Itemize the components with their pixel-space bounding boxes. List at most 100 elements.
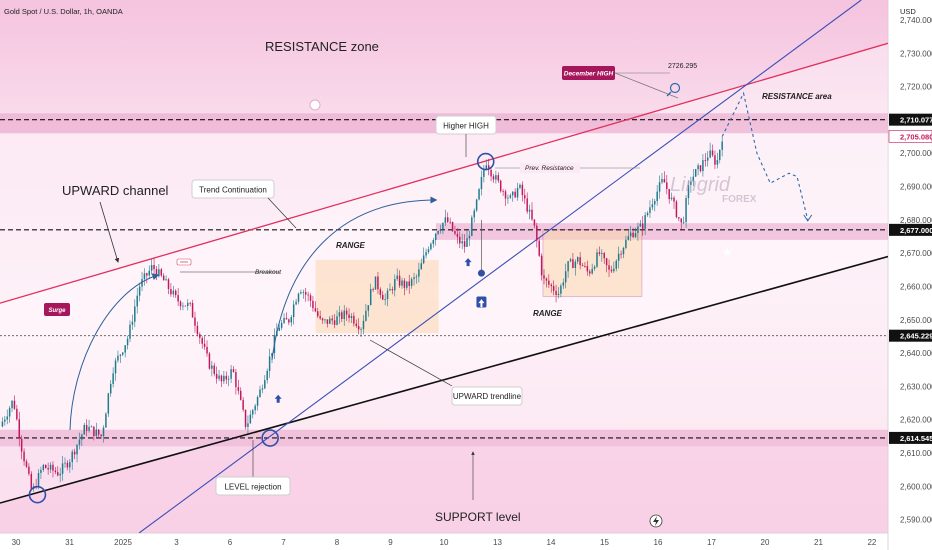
candle: [52, 461, 54, 478]
candle: [697, 163, 699, 176]
x-tick-label: 14: [547, 538, 556, 547]
candle: [420, 258, 423, 270]
candle: [719, 149, 721, 164]
candle: [288, 318, 290, 326]
candle: [454, 225, 456, 236]
candle: [30, 471, 33, 491]
y-tick-label: 2,720.000: [900, 83, 932, 92]
svg-text:Surge: Surge: [48, 308, 66, 314]
upward-channel-label: UPWARD channel: [62, 183, 169, 198]
price-axis[interactable]: 2,590.000 2,600.000 2,610.000 2,620.000 2,63…: [900, 16, 932, 525]
projection-arrowhead: [803, 214, 813, 222]
small-up-arrow-icon: [274, 394, 282, 403]
candle: [446, 212, 449, 224]
candle: [242, 397, 244, 412]
candle: [66, 460, 69, 471]
markers-layer: [28, 152, 813, 504]
candle: [499, 179, 502, 193]
candle: [605, 257, 608, 273]
candle: [644, 212, 646, 236]
x-tick-label: 21: [814, 538, 823, 547]
candle: [170, 283, 172, 297]
candle: [314, 301, 317, 313]
price-label: 2,645.229: [889, 329, 932, 342]
upward-trendline[interactable]: [138, 0, 862, 533]
x-tick-label: 31: [65, 538, 74, 547]
candle: [415, 274, 418, 284]
small-up-arrow-icon: [464, 258, 472, 267]
touch-low-marker[interactable]: [28, 485, 47, 504]
candle: [321, 317, 324, 324]
candle: [685, 195, 687, 228]
symbol-title[interactable]: Gold Spot / U.S. Dollar, 1h, OANDA: [4, 7, 123, 16]
candle: [261, 384, 264, 394]
candle: [434, 232, 437, 246]
x-tick-label: 10: [440, 538, 449, 547]
candle: [543, 269, 545, 285]
svg-text:LEVEL rejection: LEVEL rejection: [224, 483, 281, 492]
candle: [343, 305, 345, 326]
channel-upper-line[interactable]: [0, 42, 888, 304]
candle: [167, 277, 170, 295]
candle: [220, 374, 223, 388]
plot-area: RESISTANCE zone RESISTANCE area UPWARD c…: [0, 0, 888, 533]
candle: [649, 200, 651, 218]
candle: [495, 170, 497, 184]
candle: [172, 285, 175, 298]
candle: [203, 336, 206, 350]
candle: [548, 274, 550, 289]
currency-label: USD: [900, 7, 916, 16]
candle: [102, 425, 105, 443]
x-tick-label: 22: [867, 538, 876, 547]
candle: [105, 412, 107, 428]
channel-lower-line[interactable]: [0, 255, 888, 504]
candle: [23, 448, 25, 466]
candle: [480, 170, 483, 196]
candle: [326, 319, 329, 328]
candle: [427, 246, 430, 255]
candle: [432, 237, 435, 248]
mid-range-band[interactable]: [435, 223, 888, 240]
candle: [702, 154, 704, 177]
candle: [317, 307, 319, 318]
breakout-marker: Breakout: [176, 258, 282, 276]
candle: [610, 265, 613, 274]
projection-path[interactable]: [721, 91, 809, 220]
y-tick-label: 2,730.000: [900, 49, 932, 58]
candle: [651, 198, 654, 211]
candle: [379, 287, 382, 299]
candle: [461, 233, 463, 250]
candle: [596, 248, 598, 269]
candle: [69, 459, 71, 473]
svg-text:December HIGH: December HIGH: [564, 71, 614, 78]
candle: [76, 444, 78, 463]
candle: [456, 228, 459, 244]
candle: [625, 235, 627, 250]
lingrid-watermark: Lingrid FOREX: [670, 174, 757, 205]
candle: [138, 282, 141, 302]
candle: [557, 287, 560, 299]
svg-text:Higher HIGH: Higher HIGH: [443, 122, 489, 131]
higher-high-callout: Higher HIGH: [435, 115, 497, 157]
trend-arrow: [271, 196, 438, 361]
candle: [709, 142, 711, 159]
candle: [593, 265, 596, 271]
candle: [682, 216, 685, 225]
svg-text:2,614.545: 2,614.545: [900, 434, 932, 443]
svg-text:Lingrid: Lingrid: [670, 174, 731, 196]
candles-layer: [1, 136, 723, 492]
candle: [71, 449, 73, 470]
higher-high-marker[interactable]: [476, 152, 495, 171]
candle: [256, 395, 259, 411]
level-rejection-marker[interactable]: [261, 429, 279, 447]
range-box-2[interactable]: [542, 229, 643, 297]
candle: [78, 432, 81, 450]
candle: [28, 463, 30, 476]
candle: [290, 314, 293, 327]
candle: [598, 246, 601, 257]
candle: [478, 188, 480, 201]
time-axis[interactable]: 30 31 2025 3 6 7 8 9 10 13 14 15 16 17 20 21 22: [12, 538, 877, 547]
candle: [16, 404, 18, 421]
candle: [40, 466, 42, 480]
